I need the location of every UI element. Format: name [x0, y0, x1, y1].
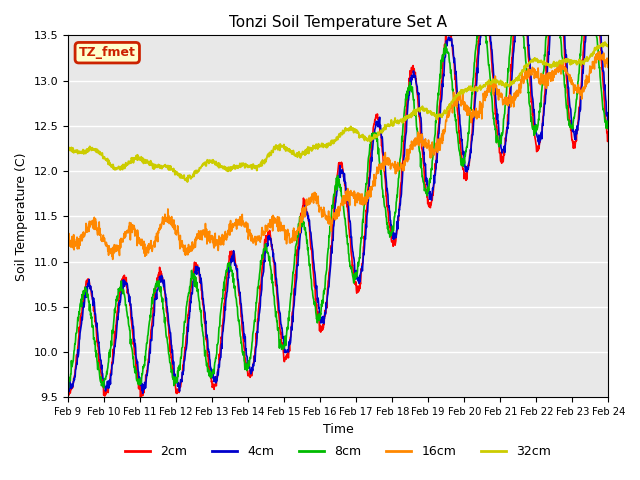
8cm	[541, 52, 548, 58]
8cm	[493, 133, 500, 139]
8cm	[422, 191, 430, 196]
Text: TZ_fmet: TZ_fmet	[79, 46, 136, 59]
Title: Tonzi Soil Temperature Set A: Tonzi Soil Temperature Set A	[229, 15, 447, 30]
2cm	[137, 396, 145, 402]
32cm	[184, 179, 191, 185]
2cm	[604, 137, 612, 143]
Line: 16cm: 16cm	[68, 51, 608, 259]
8cm	[245, 363, 253, 369]
16cm	[109, 256, 116, 262]
16cm	[604, 60, 612, 66]
4cm	[64, 378, 72, 384]
2cm	[493, 123, 500, 129]
2cm	[245, 371, 253, 377]
2cm	[422, 187, 430, 193]
4cm	[245, 363, 253, 369]
8cm	[64, 373, 72, 379]
32cm	[493, 79, 500, 84]
2cm	[172, 383, 179, 389]
4cm	[185, 320, 193, 325]
16cm	[245, 232, 253, 238]
32cm	[245, 164, 253, 169]
16cm	[541, 77, 548, 83]
32cm	[541, 61, 548, 67]
4cm	[139, 390, 147, 396]
32cm	[604, 44, 612, 49]
4cm	[541, 101, 548, 107]
16cm	[172, 231, 179, 237]
4cm	[604, 123, 612, 129]
Line: 2cm: 2cm	[68, 0, 608, 399]
16cm	[596, 48, 604, 54]
8cm	[185, 290, 193, 296]
8cm	[172, 374, 179, 380]
X-axis label: Time: Time	[323, 422, 353, 436]
2cm	[541, 94, 548, 99]
32cm	[171, 172, 179, 178]
8cm	[604, 119, 612, 125]
32cm	[422, 107, 430, 113]
2cm	[185, 310, 193, 315]
32cm	[185, 174, 193, 180]
16cm	[64, 238, 72, 244]
4cm	[493, 107, 500, 112]
32cm	[64, 147, 72, 153]
16cm	[185, 241, 193, 247]
Y-axis label: Soil Temperature (C): Soil Temperature (C)	[15, 152, 28, 281]
16cm	[422, 140, 430, 145]
Line: 8cm: 8cm	[68, 0, 608, 388]
Legend: 2cm, 4cm, 8cm, 16cm, 32cm: 2cm, 4cm, 8cm, 16cm, 32cm	[120, 441, 556, 464]
Line: 4cm: 4cm	[68, 0, 608, 393]
8cm	[65, 385, 72, 391]
32cm	[601, 39, 609, 45]
16cm	[493, 92, 500, 97]
4cm	[172, 379, 179, 384]
4cm	[422, 179, 430, 184]
2cm	[64, 385, 72, 391]
Line: 32cm: 32cm	[68, 42, 608, 182]
